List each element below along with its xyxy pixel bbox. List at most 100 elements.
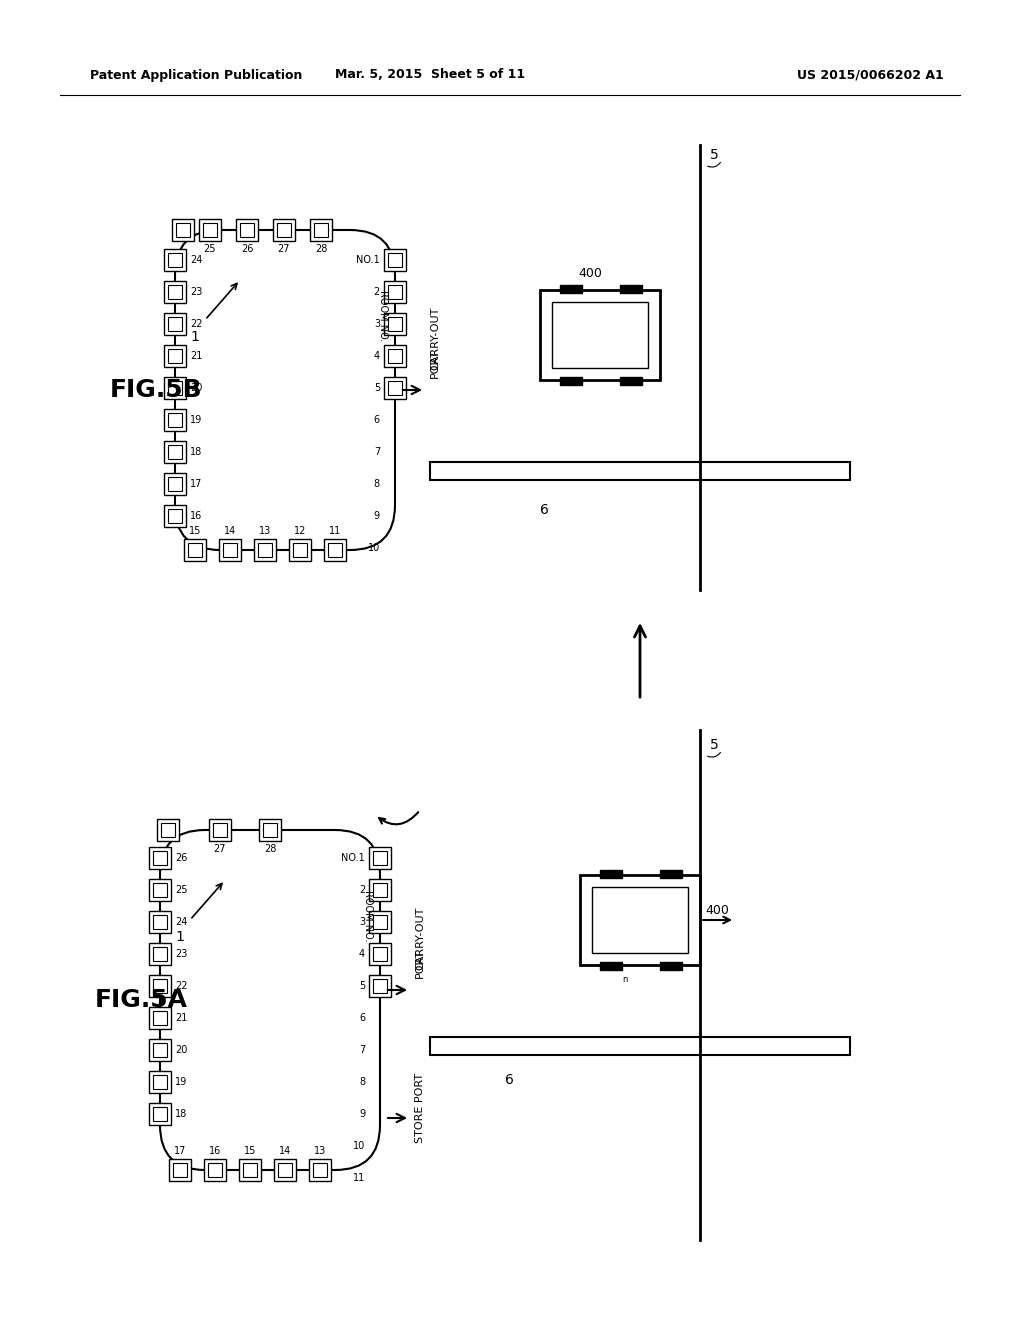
Bar: [153, 1074, 167, 1089]
Bar: [209, 818, 231, 841]
Bar: [620, 378, 642, 385]
Bar: [384, 345, 406, 367]
Bar: [161, 822, 175, 837]
Bar: [384, 281, 406, 304]
Text: CARRY-OUT: CARRY-OUT: [415, 907, 425, 970]
Text: 4: 4: [358, 949, 365, 960]
Bar: [580, 875, 700, 965]
Text: 23: 23: [190, 286, 203, 297]
Bar: [278, 223, 291, 238]
Bar: [168, 285, 182, 300]
Text: 26: 26: [175, 853, 187, 863]
Bar: [168, 510, 182, 523]
Bar: [164, 378, 186, 399]
Bar: [240, 223, 254, 238]
FancyBboxPatch shape: [175, 230, 395, 550]
Text: Patent Application Publication: Patent Application Publication: [90, 69, 302, 82]
Bar: [153, 1011, 167, 1026]
Bar: [369, 847, 391, 869]
Bar: [388, 348, 402, 363]
Bar: [310, 219, 332, 242]
Bar: [552, 302, 648, 368]
Text: 8: 8: [374, 479, 380, 488]
Bar: [373, 979, 387, 993]
Bar: [176, 223, 190, 238]
Bar: [203, 223, 217, 238]
Bar: [153, 946, 167, 961]
Bar: [324, 539, 346, 561]
Bar: [540, 290, 660, 380]
Text: STORE PORT: STORE PORT: [415, 1073, 425, 1143]
Bar: [168, 413, 182, 426]
Text: 11: 11: [352, 1173, 365, 1183]
Text: 19: 19: [175, 1077, 187, 1086]
Bar: [153, 979, 167, 993]
Bar: [369, 942, 391, 965]
Bar: [164, 313, 186, 335]
Text: 6: 6: [505, 1073, 514, 1086]
Bar: [600, 870, 622, 878]
Text: 28: 28: [264, 843, 276, 854]
Bar: [150, 942, 171, 965]
Bar: [384, 313, 406, 335]
Bar: [273, 219, 295, 242]
Bar: [184, 539, 206, 561]
Bar: [153, 1043, 167, 1057]
Text: 16: 16: [209, 1146, 221, 1156]
Text: Mar. 5, 2015  Sheet 5 of 11: Mar. 5, 2015 Sheet 5 of 11: [335, 69, 525, 82]
Bar: [223, 543, 237, 557]
Text: 5: 5: [358, 981, 365, 991]
Text: 11: 11: [329, 525, 341, 536]
Bar: [660, 870, 682, 878]
Bar: [172, 219, 194, 242]
Text: PORT: PORT: [430, 348, 440, 378]
Text: 28: 28: [314, 244, 328, 253]
Text: 18: 18: [190, 447, 203, 457]
Text: 20: 20: [175, 1045, 187, 1055]
Text: 13: 13: [259, 525, 271, 536]
Bar: [153, 915, 167, 929]
Bar: [274, 1159, 296, 1181]
Bar: [153, 851, 167, 865]
Text: 3: 3: [374, 319, 380, 329]
Bar: [293, 543, 307, 557]
Text: 1: 1: [190, 330, 200, 345]
Text: 25: 25: [175, 884, 187, 895]
Bar: [219, 539, 241, 561]
Bar: [168, 477, 182, 491]
Text: 15: 15: [244, 1146, 256, 1156]
Text: n: n: [623, 975, 628, 985]
Text: 19: 19: [190, 414, 203, 425]
Text: 9: 9: [358, 1109, 365, 1119]
Text: 25: 25: [204, 244, 216, 253]
Text: 400: 400: [705, 903, 729, 916]
Bar: [150, 1007, 171, 1030]
Bar: [309, 1159, 331, 1181]
Bar: [169, 1159, 191, 1181]
Bar: [328, 543, 342, 557]
Text: 8: 8: [358, 1077, 365, 1086]
Bar: [168, 348, 182, 363]
Bar: [150, 1104, 171, 1125]
Text: 27: 27: [214, 843, 226, 854]
Bar: [259, 818, 281, 841]
Text: 24: 24: [175, 917, 187, 927]
Text: 17: 17: [190, 479, 203, 488]
Text: 17: 17: [174, 1146, 186, 1156]
Text: 7: 7: [374, 447, 380, 457]
Bar: [289, 539, 311, 561]
Text: CARRY-OUT: CARRY-OUT: [430, 306, 440, 370]
Text: 4: 4: [374, 351, 380, 360]
Bar: [373, 946, 387, 961]
Text: 23: 23: [175, 949, 187, 960]
Bar: [150, 975, 171, 997]
Text: FIG.5A: FIG.5A: [95, 987, 188, 1012]
Bar: [263, 822, 278, 837]
Text: 7: 7: [358, 1045, 365, 1055]
Bar: [168, 317, 182, 331]
Bar: [373, 851, 387, 865]
Text: 20: 20: [190, 383, 203, 393]
Bar: [239, 1159, 261, 1181]
Bar: [236, 219, 258, 242]
Bar: [243, 1163, 257, 1177]
